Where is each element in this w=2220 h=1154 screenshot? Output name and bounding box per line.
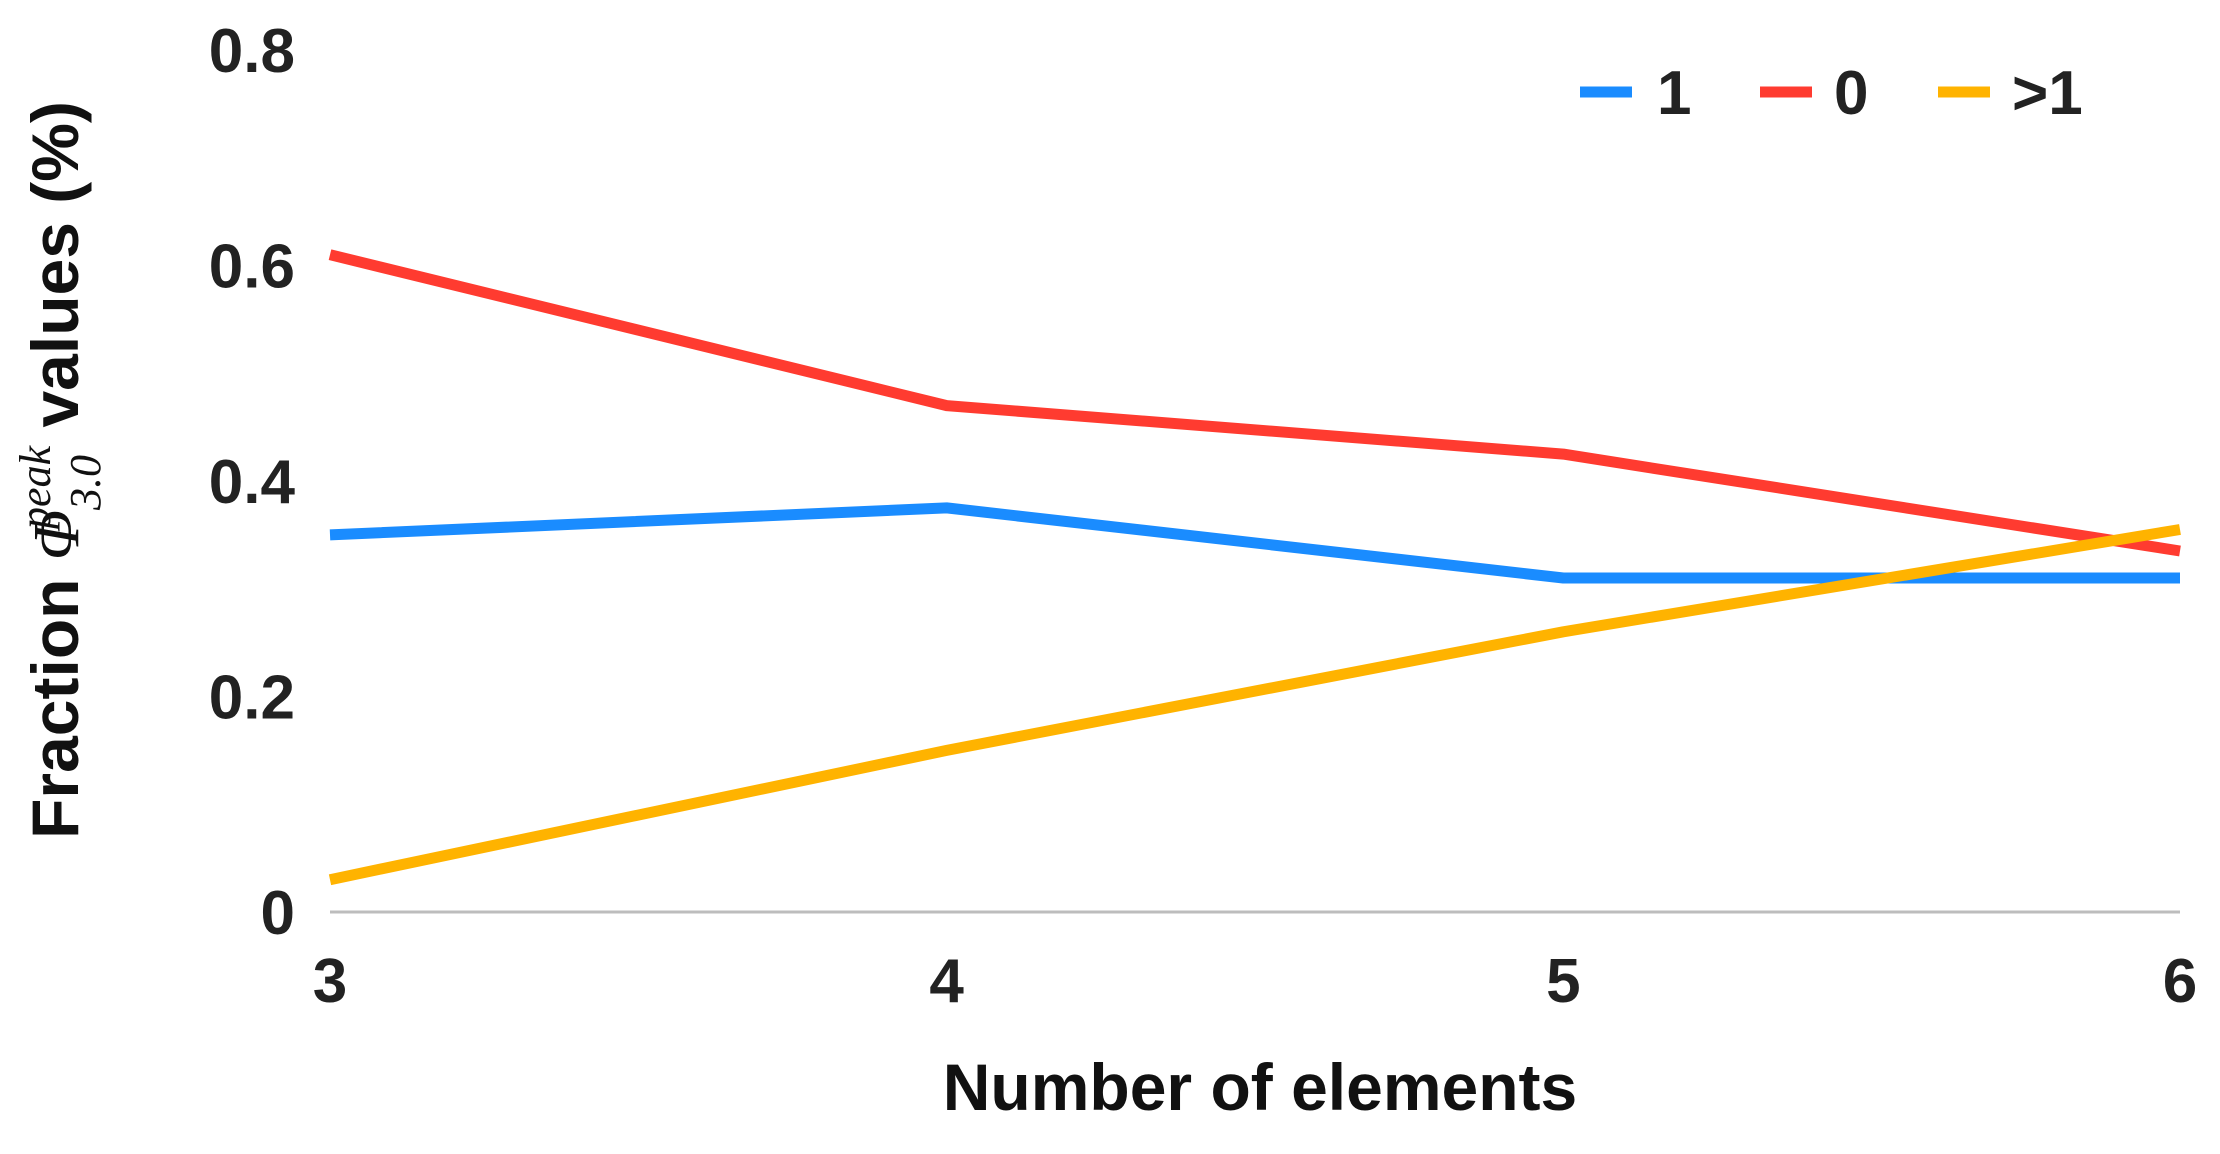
y-axis-title-symbol: Φ — [20, 510, 93, 560]
series-line-2 — [328, 524, 2181, 886]
y-tick-label: 0.8 — [209, 17, 295, 86]
legend: 1 0 >1 — [1580, 59, 2083, 128]
y-axis-ticks: 0 0.2 0.4 0.6 0.8 — [209, 17, 296, 948]
series-line-0 — [329, 502, 2180, 584]
x-tick-label: 6 — [2163, 947, 2197, 1016]
x-axis-title: Number of elements — [943, 1050, 1577, 1124]
x-tick-label: 3 — [313, 947, 347, 1016]
legend-label-1: 0 — [1834, 59, 1868, 128]
y-axis-title: Fraction Φ3.0peak values (%) — [11, 101, 110, 839]
x-axis-ticks: 3 4 5 6 — [313, 947, 2197, 1016]
series-line-1 — [328, 249, 2181, 557]
y-tick-label: 0.4 — [209, 448, 296, 517]
y-tick-label: 0.6 — [209, 233, 295, 302]
legend-label-2: >1 — [2012, 59, 2083, 128]
y-axis-title-subscript: 3.0 — [61, 455, 110, 511]
series-lines — [328, 249, 2181, 886]
legend-label-0: 1 — [1657, 59, 1691, 128]
y-tick-label: 0.2 — [209, 664, 295, 733]
y-axis-title-superscript: peak — [11, 444, 60, 532]
x-tick-label: 5 — [1546, 947, 1580, 1016]
y-axis-title-suffix: values (%) — [18, 101, 92, 446]
x-tick-label: 4 — [929, 947, 964, 1016]
y-tick-label: 0 — [261, 879, 295, 948]
y-axis-title-prefix: Fraction — [18, 560, 92, 839]
